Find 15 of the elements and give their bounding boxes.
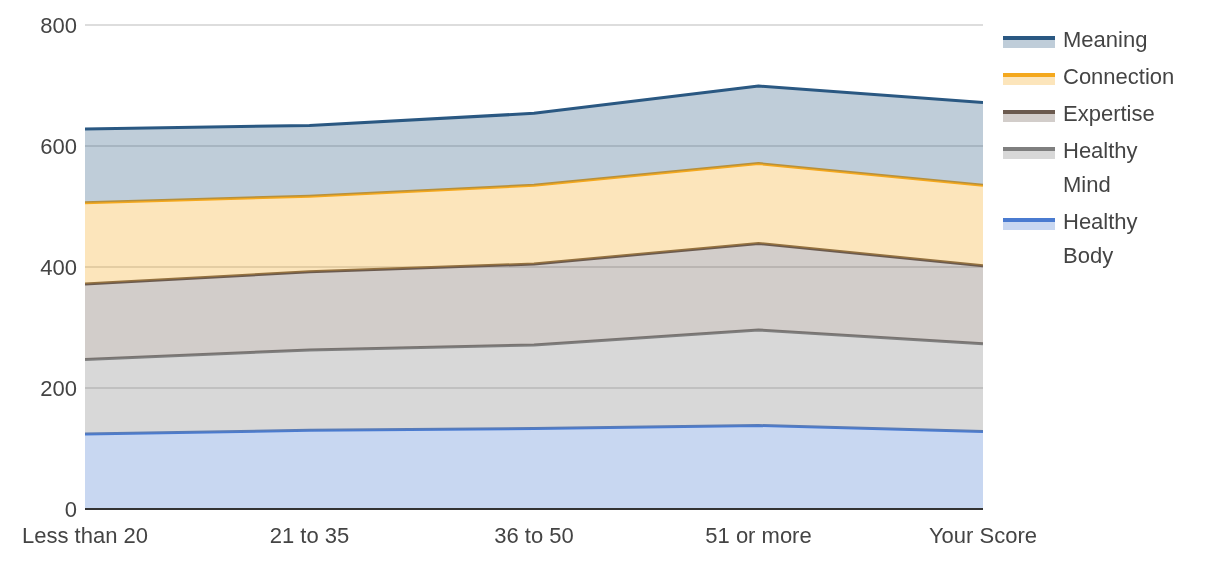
legend-label: Healthy Mind [1063, 137, 1139, 199]
x-tick-label: Less than 20 [22, 522, 148, 548]
legend-label: Healthy Body [1063, 208, 1139, 270]
x-tick-label: 51 or more [705, 522, 812, 548]
legend-label: Connection [1063, 63, 1175, 91]
y-tick-label: 0 [64, 496, 77, 522]
legend-label: Expertise [1063, 100, 1156, 128]
y-tick-label: 600 [40, 133, 77, 159]
x-tick-label: 36 to 50 [494, 522, 574, 548]
y-tick-label: 200 [40, 375, 77, 401]
legend-label: Meaning [1063, 26, 1149, 54]
x-tick-label: 21 to 35 [269, 522, 350, 548]
y-tick-label: 400 [40, 254, 77, 280]
x-tick-label: Your Score [928, 522, 1038, 548]
y-tick-label: 800 [40, 12, 77, 38]
